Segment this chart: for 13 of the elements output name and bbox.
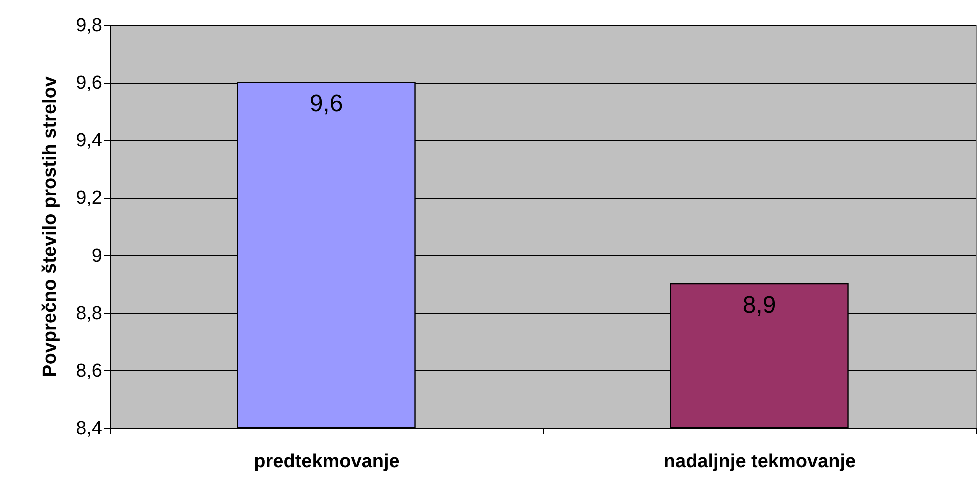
y-axis-title: Povprečno število prostih strelov (40, 76, 62, 378)
y-tick-label: 9,4 (76, 130, 103, 152)
y-tick-label: 9,2 (76, 188, 102, 210)
y-tick-label: 8,8 (76, 303, 102, 324)
data-label: 9,6 (310, 90, 344, 118)
data-label: 8,9 (742, 292, 776, 320)
y-tick-label: 9,6 (76, 73, 102, 94)
y-tick-label: 9,8 (76, 16, 102, 36)
y-tick-label: 9 (92, 246, 102, 267)
y-tick-label: 8,6 (76, 360, 102, 382)
x-tick-label: nadaljnje tekmovanje (664, 452, 856, 472)
x-tick-label: predtekmovanje (254, 452, 400, 472)
y-tick-label: 8,4 (76, 418, 103, 440)
